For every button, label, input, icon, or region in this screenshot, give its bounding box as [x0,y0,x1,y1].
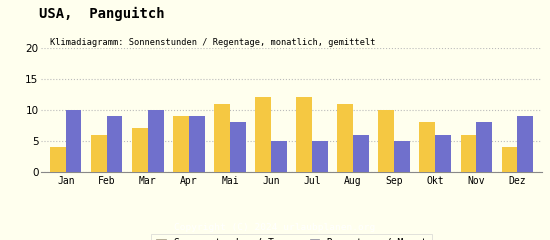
Bar [50,147,66,172]
Bar [378,110,394,172]
Bar [517,116,533,172]
Text: Copyright (C) 2024 urlaubplanen.org: Copyright (C) 2024 urlaubplanen.org [174,223,376,232]
Bar [230,122,245,172]
Bar [435,134,450,172]
Bar [460,134,476,172]
Bar [271,141,287,172]
Bar [338,104,353,172]
Bar [66,110,81,172]
Bar [476,122,492,172]
Bar [189,116,205,172]
Bar [420,122,435,172]
Bar [296,97,312,172]
Text: USA,  Panguitch: USA, Panguitch [39,7,164,21]
Bar [312,141,328,172]
Bar [394,141,410,172]
Bar [133,128,148,172]
Legend: Sonnenstunden / Tag, Regentage / Monat: Sonnenstunden / Tag, Regentage / Monat [151,234,432,240]
Text: Klimadiagramm: Sonnenstunden / Regentage, monatlich, gemittelt: Klimadiagramm: Sonnenstunden / Regentage… [50,38,375,48]
Bar [148,110,163,172]
Bar [91,134,107,172]
Bar [255,97,271,172]
Bar [214,104,230,172]
Bar [502,147,517,172]
Bar [353,134,369,172]
Bar [173,116,189,172]
Bar [107,116,123,172]
